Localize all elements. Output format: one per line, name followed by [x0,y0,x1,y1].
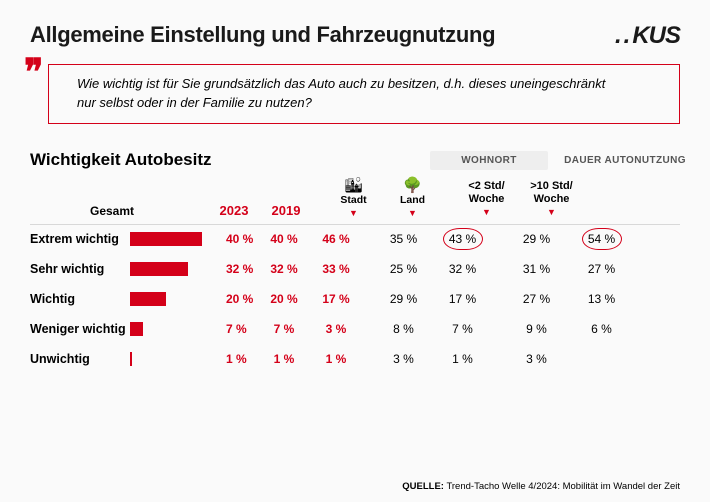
chevron-down-icon: ▼ [324,208,383,218]
quote-line-2: nur selbst oder in der Familie zu nutzen… [77,94,661,113]
quote-block: ❞ Wie wichtig ist für Sie grundsätzlich … [30,64,680,124]
value-cell: 35 % [374,232,433,246]
value-cell: 32 % [433,262,492,276]
value-cell: 1 % [433,352,492,366]
bar-cell: 1 % [130,352,258,366]
bar-value: 32 % [226,262,253,276]
header: Allgemeine Einstellung und Fahrzeugnutzu… [30,22,680,50]
group-head-dauer: DAUER AUTONUTZUNG [560,151,690,170]
table-row: Sehr wichtig32 %32 %33 %25 %32 %31 %27 % [30,254,680,284]
year-cell: 32 % [258,262,310,276]
value-cell: 29 % [374,292,433,306]
value-cell: 31 % [504,262,569,276]
section-header-row: Wichtigkeit Autobesitz WOHNORT DAUER AUT… [30,150,680,170]
chevron-down-icon: ▼ [519,207,584,217]
value-cell: 8 % [374,322,433,336]
col-gt10: >10 Std/Woche ▼ [519,180,584,218]
data-rows: Extrem wichtig40 %40 %46 %35 %43 %29 %54… [30,224,680,374]
page-title: Allgemeine Einstellung und Fahrzeugnutzu… [30,22,495,48]
year-cell: 33 % [310,262,362,276]
value-cell: 13 % [569,292,634,306]
brand-logo: ..KUS [615,22,680,50]
year-cell: 3 % [310,322,362,336]
source-line: QUELLE: Trend-Tacho Welle 4/2024: Mobili… [402,481,680,492]
year-cell: 7 % [258,322,310,336]
highlight-ring [443,228,483,250]
col-year-2019: 2019 [260,203,312,218]
quote-mark-icon: ❞ [24,54,43,90]
row-label: Weniger wichtig [30,322,130,336]
bar-cell: 7 % [130,322,258,336]
bar-cell: 40 % [130,232,258,246]
chevron-down-icon: ▼ [383,208,442,218]
col-lt2: <2 Std/Woche ▼ [454,180,519,218]
value-cell: 27 % [569,262,634,276]
year-cell: 46 % [310,232,362,246]
value-cell: 6 % [569,322,634,336]
year-cell: 1 % [258,352,310,366]
table-row: Wichtig20 %20 %17 %29 %17 %27 %13 % [30,284,680,314]
bar-value: 20 % [226,292,253,306]
group-head-wohnort: WOHNORT [430,151,548,170]
row-label: Sehr wichtig [30,262,130,276]
quote-line-1: Wie wichtig ist für Sie grundsätzlich da… [77,75,661,94]
value-cell: 7 % [433,322,492,336]
col-gesamt: Gesamt [30,204,208,218]
bar [130,322,143,336]
col-stadt: 🏙 Stadt ▼ [324,178,383,218]
bar-cell: 32 % [130,262,258,276]
value-cell: 27 % [504,292,569,306]
row-label: Extrem wichtig [30,232,130,246]
bar [130,262,188,276]
section-title: Wichtigkeit Autobesitz [30,150,312,170]
page: Allgemeine Einstellung und Fahrzeugnutzu… [0,0,710,502]
col-land: 🌳 Land ▼ [383,178,442,218]
year-cell: 17 % [310,292,362,306]
row-label: Wichtig [30,292,130,306]
group-headers: WOHNORT DAUER AUTONUTZUNG [430,151,690,170]
table-row: Weniger wichtig7 %7 %3 %8 %7 %9 %6 % [30,314,680,344]
col-year-2023: 2023 [208,203,260,218]
row-label: Unwichtig [30,352,130,366]
bar-value: 7 % [226,322,247,336]
highlight-ring [582,228,622,250]
tree-icon: 🌳 [383,178,442,193]
year-cell: 20 % [258,292,310,306]
chevron-down-icon: ▼ [454,207,519,217]
bar [130,352,132,366]
table-row: Unwichtig1 %1 %1 %3 %1 %3 % [30,344,680,374]
value-cell: 9 % [504,322,569,336]
bar-cell: 20 % [130,292,258,306]
bar [130,292,166,306]
value-cell: 17 % [433,292,492,306]
value-cell: 3 % [504,352,569,366]
value-cell: 43 % [433,232,492,246]
value-cell: 29 % [504,232,569,246]
bar [130,232,202,246]
quote-box: Wie wichtig ist für Sie grundsätzlich da… [48,64,680,124]
content: Wichtigkeit Autobesitz WOHNORT DAUER AUT… [30,150,680,374]
value-cell: 3 % [374,352,433,366]
year-cell: 1 % [310,352,362,366]
table-row: Extrem wichtig40 %40 %46 %35 %43 %29 %54… [30,224,680,254]
city-icon: 🏙 [324,178,383,193]
value-cell: 54 % [569,232,634,246]
value-cell: 25 % [374,262,433,276]
bar-value: 40 % [226,232,253,246]
year-cell: 40 % [258,232,310,246]
bar-value: 1 % [226,352,247,366]
column-headers: Gesamt 2023 2019 🏙 Stadt ▼ 🌳 Land ▼ <2 S… [30,178,680,218]
